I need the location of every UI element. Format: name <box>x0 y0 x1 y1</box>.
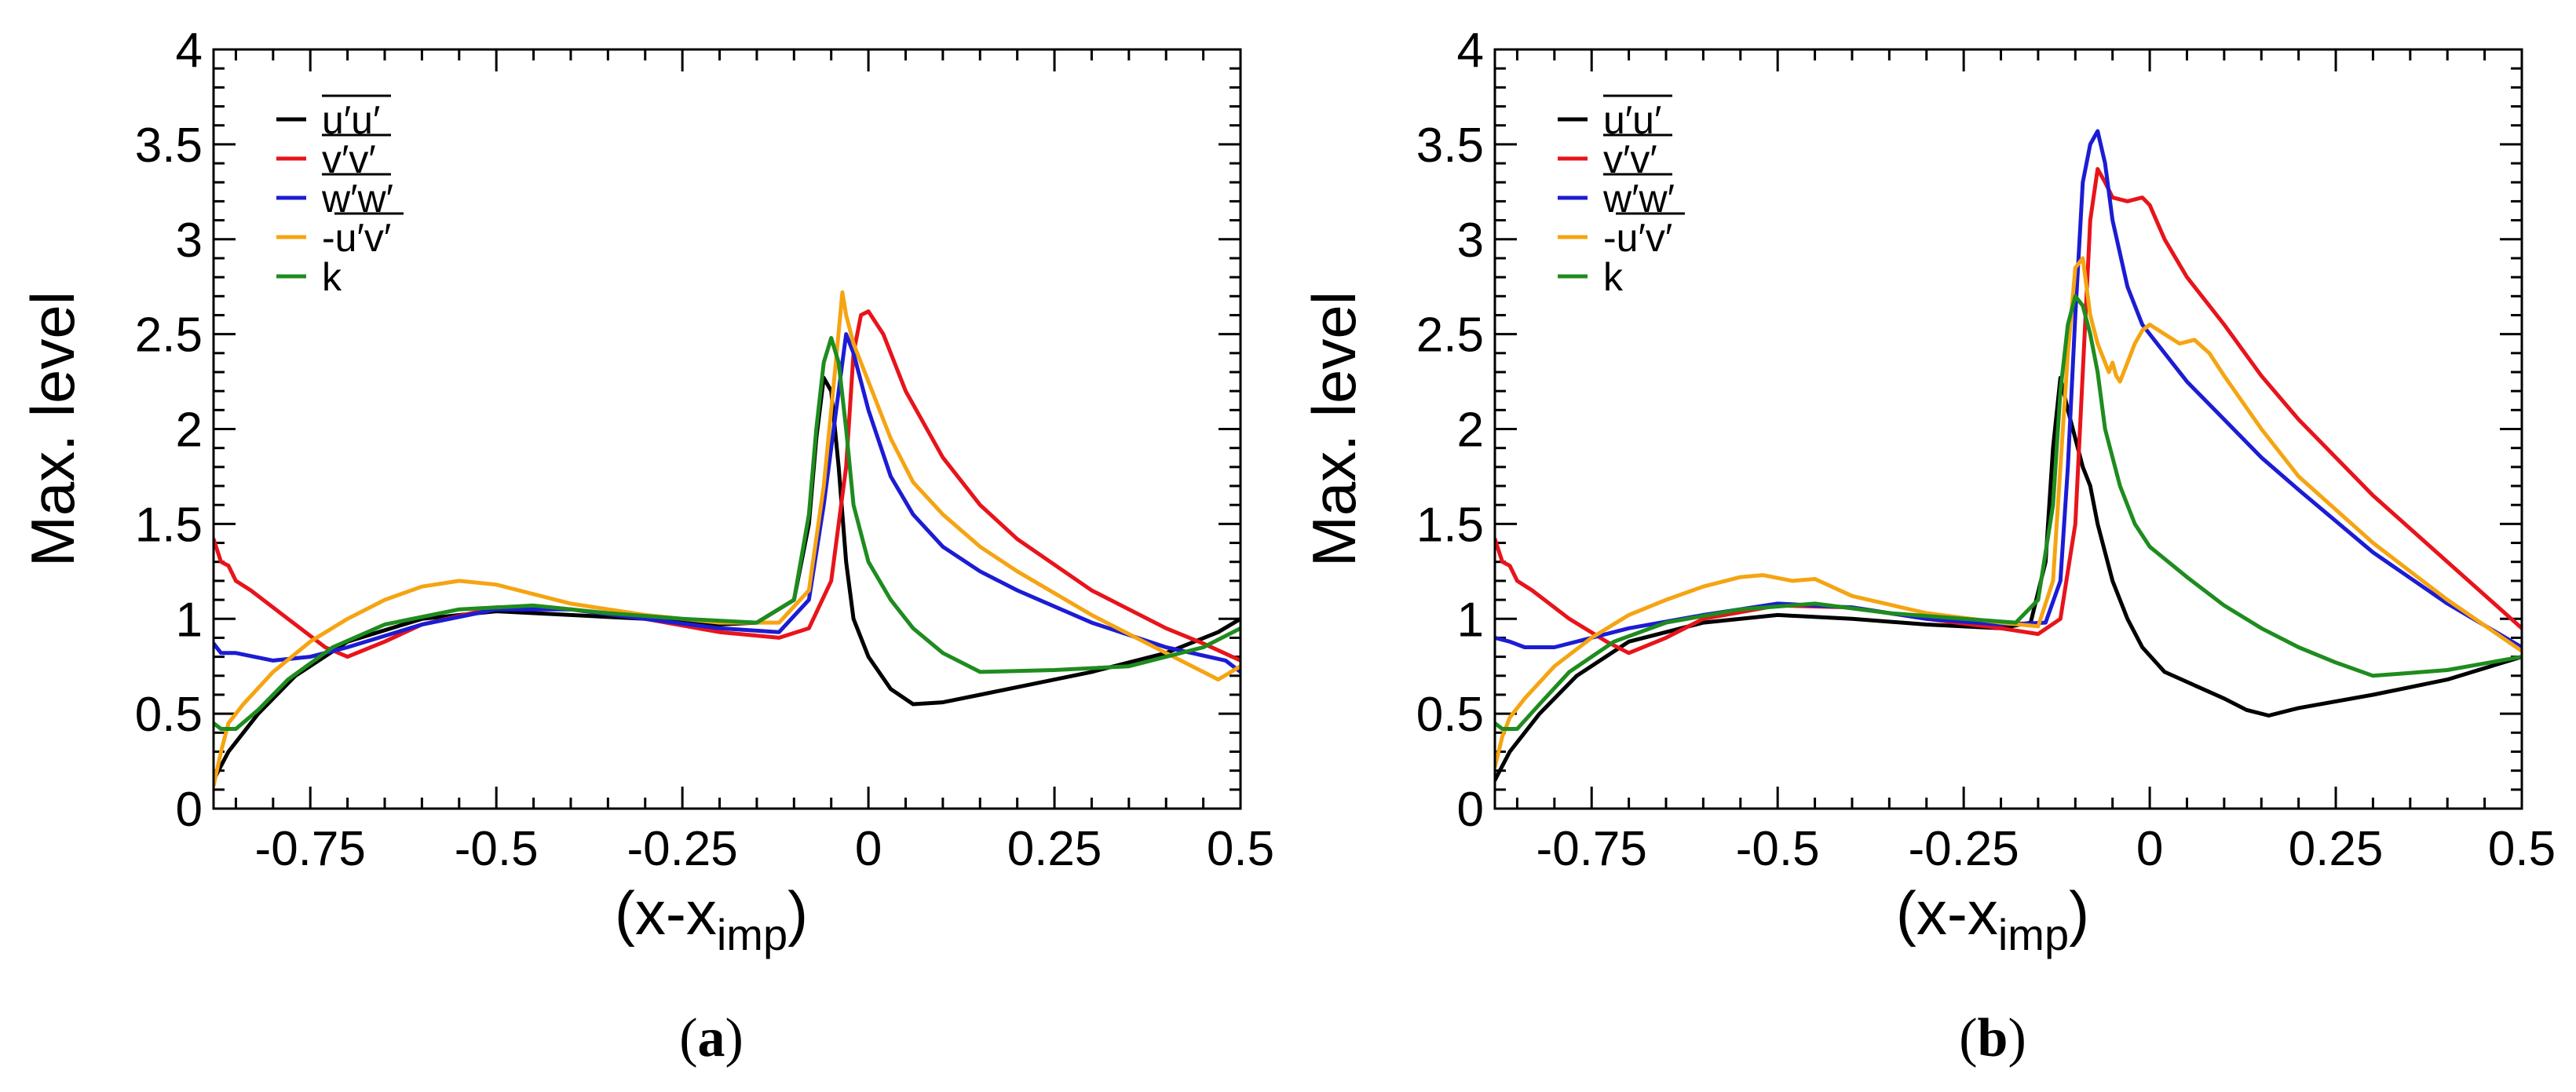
legend: u′u′v′v′w′w′-u′v′k <box>276 94 404 299</box>
series-line-series-3 <box>1495 256 2522 769</box>
panel-label-open: ( <box>679 1008 697 1068</box>
legend-label: -u′v′ <box>1603 216 1672 260</box>
x-axis-title-close: ) <box>2069 878 2089 948</box>
x-tick-label: -0.75 <box>255 822 366 876</box>
series-line-series-1 <box>214 309 1240 663</box>
chart-panel-a: -0.75 -0.5 -0.25 0 0.25 0.5 0 0.5 1 1.5 2 2.5 3 3.5 4 u… <box>18 24 1274 1068</box>
x-tick-label: 0.5 <box>2488 822 2556 876</box>
x-tick-label: -0.25 <box>1908 822 2019 876</box>
panel-label: (b) <box>1959 1008 2026 1068</box>
legend-name: u′v′ <box>335 216 392 260</box>
y-tick-label: 2 <box>1457 404 1484 458</box>
y-tick-label: 1 <box>176 593 203 647</box>
x-tick-label: 0.25 <box>2289 822 2384 876</box>
y-tick-label: 3.5 <box>1416 119 1484 173</box>
panel-label-letter: a <box>698 1008 725 1068</box>
x-axis-title-subscript: imp <box>1998 910 2069 959</box>
panel-label-letter: b <box>1978 1008 2008 1068</box>
y-tick-label: 4 <box>1457 24 1484 78</box>
x-tick-label: 0.5 <box>1207 822 1274 876</box>
series-line-k <box>214 336 1240 731</box>
legend-name: k <box>322 255 342 299</box>
legend-label: k <box>1603 255 1624 299</box>
y-tick-label: 3.5 <box>135 119 203 173</box>
y-tick-label: 4 <box>176 24 203 78</box>
legend-label: -u′v′ <box>322 216 391 260</box>
panel-label-open: ( <box>1959 1008 1977 1068</box>
y-tick-label: 0 <box>176 783 203 837</box>
x-axis-title-subscript: imp <box>717 910 787 959</box>
series-line-series-1 <box>1495 166 2522 656</box>
y-tick-label: 1.5 <box>135 498 203 552</box>
legend-label: k <box>322 255 342 299</box>
y-tick-label: 0.5 <box>135 688 203 742</box>
panel-label: (a) <box>679 1008 744 1068</box>
y-tick-label: 0.5 <box>1416 688 1484 742</box>
y-axis-title: Max. level <box>1299 291 1368 567</box>
plot-frame <box>212 48 1242 810</box>
series-line-k <box>1495 294 2522 731</box>
series-line-series-3 <box>214 290 1240 788</box>
x-axis-title-main: (x-x <box>1896 878 1998 948</box>
y-axis-title: Max. level <box>18 291 87 567</box>
x-tick-label: -0.75 <box>1536 822 1647 876</box>
series-line-series-2 <box>1495 129 2522 649</box>
minor-ticks <box>214 49 1240 809</box>
x-tick-label: 0 <box>855 822 882 876</box>
x-axis-title-close: ) <box>787 878 808 948</box>
plot-frame <box>1493 48 2523 810</box>
y-tick-label: 1.5 <box>1416 498 1484 552</box>
legend: u′u′v′v′w′w′-u′v′k <box>1558 94 1685 299</box>
legend-name: u′v′ <box>1617 216 1673 260</box>
y-tick-label: 3 <box>1457 214 1484 268</box>
legend-prefix: - <box>1603 216 1617 260</box>
y-tick-label: 2 <box>176 404 203 458</box>
panel-label-close: ) <box>2008 1008 2026 1068</box>
y-tick-label: 0 <box>1457 783 1484 837</box>
x-tick-label: -0.5 <box>455 822 539 876</box>
panel-label-close: ) <box>725 1008 744 1068</box>
x-tick-label: 0 <box>2136 822 2163 876</box>
y-tick-label: 1 <box>1457 593 1484 647</box>
chart-panel-b: -0.75 -0.5 -0.25 0 0.25 0.5 0 0.5 1 1.5 2 2.5 3 3.5 4 u… <box>1299 24 2556 1068</box>
x-axis-title: (x-ximp) <box>1896 878 2089 959</box>
x-tick-label: -0.25 <box>627 822 737 876</box>
y-tick-label: 2.5 <box>135 309 203 363</box>
y-tick-label: 2.5 <box>1416 309 1484 363</box>
y-tick-label: 3 <box>176 214 203 268</box>
x-tick-label: 0.25 <box>1007 822 1102 876</box>
series-line-series-0 <box>1495 375 2522 783</box>
x-axis-title-main: (x-x <box>615 878 717 948</box>
legend-name: k <box>1603 255 1624 299</box>
x-axis-title: (x-ximp) <box>615 878 808 959</box>
x-tick-label: -0.5 <box>1736 822 1820 876</box>
legend-prefix: - <box>322 216 335 260</box>
